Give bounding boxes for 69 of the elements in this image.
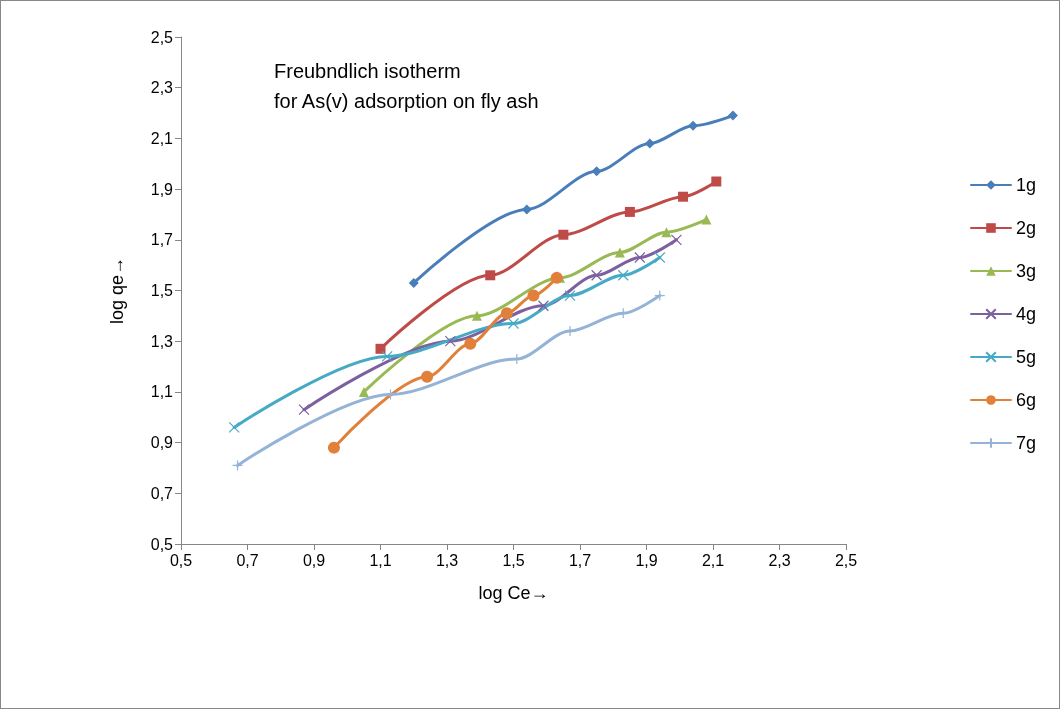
point — [654, 251, 666, 264]
point — [624, 206, 635, 217]
point — [550, 271, 563, 284]
point — [381, 350, 393, 363]
point — [358, 386, 369, 397]
y-tick-label: 1,7 — [150, 231, 174, 249]
y-tick-label: 0,7 — [150, 484, 174, 502]
x-tick-label: 0,5 — [169, 551, 193, 569]
point — [701, 214, 712, 225]
point — [678, 191, 689, 202]
point — [298, 404, 310, 416]
y-tick-label: 1,9 — [150, 180, 174, 198]
x-tick-label: 1,5 — [502, 551, 525, 569]
point — [644, 138, 655, 149]
x-tick-label: 1,9 — [635, 551, 658, 569]
x-axis-title: log Ce→ — [478, 583, 549, 603]
x-tick-label: 1,7 — [568, 551, 592, 569]
x-tick-label: 0,9 — [302, 551, 326, 569]
y-tick-label: 1,3 — [150, 332, 174, 350]
legend-label: 6g — [1015, 390, 1037, 410]
point — [507, 317, 520, 330]
point — [727, 110, 738, 121]
legend-label: 4g — [1015, 304, 1037, 324]
y-tick-label: 0,9 — [150, 434, 174, 452]
point — [521, 204, 532, 215]
point — [558, 229, 569, 240]
legend-label: 1g — [1015, 175, 1037, 195]
y-tick-label: 1,5 — [150, 282, 174, 299]
point — [537, 300, 550, 312]
point — [564, 289, 576, 302]
x-tick-label: 1,1 — [369, 551, 392, 569]
point — [485, 270, 496, 281]
point — [527, 289, 540, 302]
point — [688, 120, 699, 131]
point — [228, 421, 240, 433]
point — [444, 335, 456, 347]
point — [327, 441, 340, 454]
point — [421, 370, 434, 383]
point — [617, 269, 629, 281]
y-tick-label: 2,3 — [150, 79, 174, 97]
point — [500, 307, 513, 320]
point — [375, 343, 386, 354]
x-tick-label: 1,3 — [435, 551, 459, 569]
point — [591, 269, 603, 281]
legend-label: 5g — [1015, 347, 1037, 367]
text: Freubndlich isotherm for As(v) adsorption on fly ash — [274, 60, 539, 112]
x-tick-label: 0,7 — [236, 551, 259, 569]
point — [634, 251, 646, 264]
legend-label: 2g — [1015, 218, 1037, 238]
point — [408, 277, 419, 288]
point — [670, 234, 683, 246]
y-axis-title: log qe→ — [107, 256, 127, 325]
y-tick-label: 1,1 — [150, 383, 174, 401]
x-tick-label: 2,1 — [701, 551, 725, 569]
point — [464, 337, 477, 350]
point — [231, 459, 244, 472]
point — [711, 176, 722, 187]
point — [471, 310, 482, 321]
legend-label: 3g — [1015, 261, 1037, 281]
x-tick-label: 2,5 — [834, 551, 858, 569]
y-tick-label: 0,5 — [150, 535, 174, 553]
point — [654, 289, 666, 302]
y-tick-label: 2,5 — [150, 28, 174, 46]
point — [661, 227, 672, 238]
legend-label: 7g — [1015, 433, 1037, 453]
point — [614, 247, 625, 258]
point — [591, 166, 602, 177]
x-tick-label: 2,3 — [768, 551, 791, 569]
y-tick-label: 2,1 — [150, 129, 174, 147]
